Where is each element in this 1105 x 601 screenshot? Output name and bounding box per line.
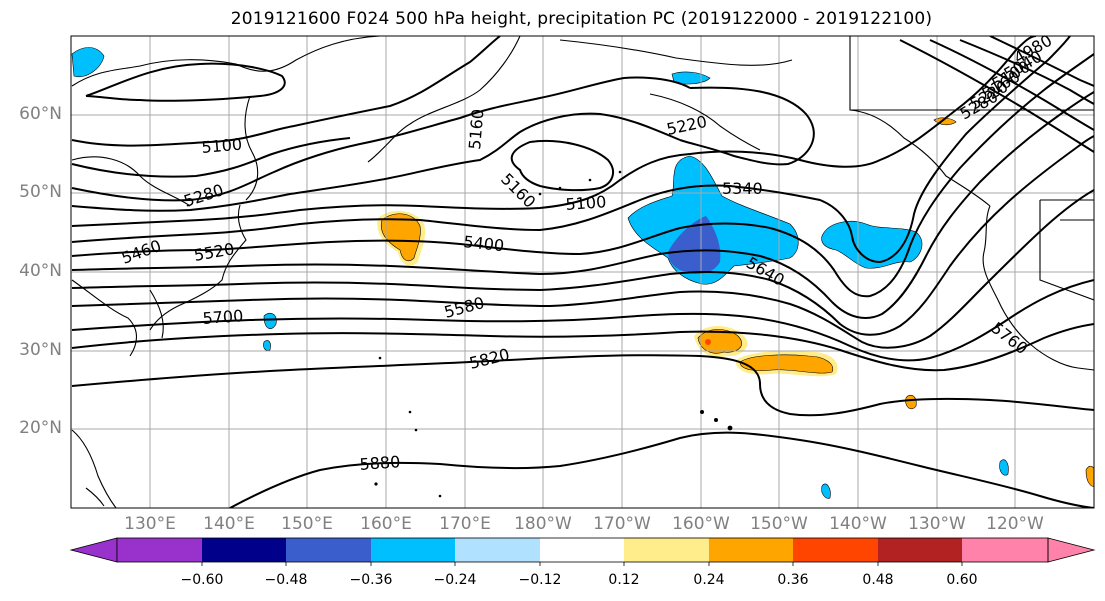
map-title: 2019121600 F024 500 hPa height, precipit… [230, 9, 933, 29]
precip-neg-region [71, 47, 105, 78]
contour-label: 5880 [359, 452, 401, 474]
map-frame [70, 35, 1095, 509]
contour-label: 5340 [722, 179, 763, 198]
colorbar [69, 537, 1096, 566]
lat-label: 30°N [19, 340, 62, 360]
precip-neg-region [999, 459, 1009, 476]
lon-label: 150°E [281, 514, 333, 534]
precip-pos-region [905, 394, 917, 410]
lat-label: 20°N [19, 418, 62, 438]
colorbar-tick-label: 0.48 [862, 572, 894, 588]
contour-label: 5160 [497, 169, 539, 211]
contour-label: 5220 [665, 112, 709, 139]
islands [374, 170, 733, 498]
lat-label: 40°N [19, 261, 62, 281]
graticule [71, 36, 1094, 508]
precip-neg-region [263, 312, 277, 329]
contour-label: 5100 [201, 135, 243, 157]
precip-neg-core [668, 216, 721, 274]
lat-label: 60°N [19, 104, 62, 124]
colorbar-tick-label: −0.36 [349, 572, 393, 588]
colorbar-tick-label: 0.36 [777, 572, 809, 588]
lon-label: 180°W [514, 514, 572, 534]
contour-label: 5460 [119, 236, 164, 268]
precip-neg-region [263, 340, 271, 351]
lon-label: 170°W [593, 514, 651, 534]
colorbar-tick-label: −0.48 [264, 572, 308, 588]
colorbar-tick-label: 0.60 [946, 572, 978, 588]
colorbar-tick-label: 0.12 [608, 572, 640, 588]
precip-pos-region [380, 213, 421, 262]
colorbar-tick-label: −0.12 [518, 572, 562, 588]
contour-label: 5160 [465, 108, 487, 150]
lon-label: 150°W [750, 514, 808, 534]
contour-label: 5820 [467, 345, 511, 373]
contour-label: 5100 [565, 192, 607, 214]
lon-label: 160°E [360, 514, 412, 534]
lon-label: 160°W [672, 514, 730, 534]
lon-label: 140°W [829, 514, 887, 534]
lon-label: 130°E [124, 514, 176, 534]
precip-pos-region [739, 354, 834, 374]
colorbar-tick-label: 0.24 [693, 572, 725, 588]
lon-label: 140°E [203, 514, 255, 534]
contour-label: 5700 [202, 306, 244, 328]
lon-label: 170°E [439, 514, 491, 534]
colorbar-tick-label: −0.60 [180, 572, 224, 588]
contour-label: 5400 [463, 232, 505, 255]
lon-label: 130°W [908, 514, 966, 534]
height-contours [71, 36, 1094, 508]
lat-label: 50°N [19, 182, 62, 202]
precip-pos-region [1085, 465, 1094, 487]
precip-neg-region [821, 483, 831, 499]
coastlines [71, 36, 1094, 508]
precip-neg-region [821, 221, 923, 269]
lon-label: 120°W [986, 514, 1044, 534]
contour-label: 5580 [442, 293, 486, 322]
colorbar-tick-label: −0.24 [433, 572, 477, 588]
